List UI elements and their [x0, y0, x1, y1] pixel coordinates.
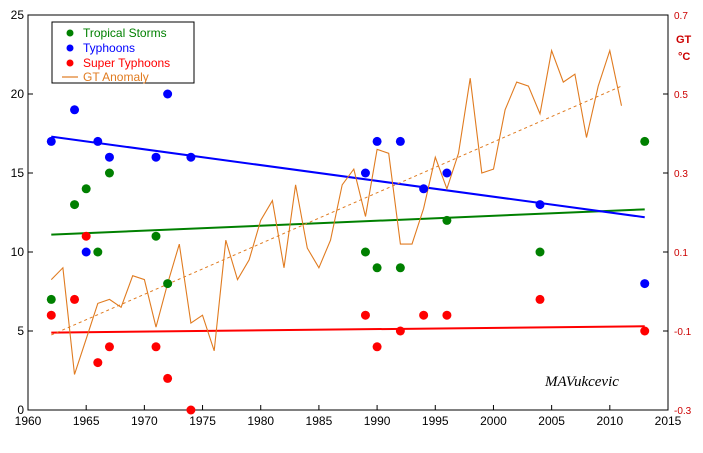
x-tick-label: 1965	[73, 414, 100, 428]
y-tick-label: 25	[11, 8, 25, 22]
data-point-super-typhoons	[81, 231, 91, 241]
data-point-super-typhoons	[372, 342, 382, 352]
data-point-typhoons	[640, 279, 650, 289]
data-point-tropical-storms	[93, 247, 103, 257]
y2-tick-label: -0.1	[674, 327, 692, 338]
legend-label-typhoons: Typhoons	[83, 41, 135, 55]
y-tick-label: 5	[17, 324, 24, 338]
y2-tick-label: 0.1	[674, 248, 688, 259]
data-point-tropical-storms	[46, 294, 56, 304]
x-tick-label: 2010	[596, 414, 623, 428]
scatter-points	[46, 89, 650, 415]
data-point-typhoons	[81, 247, 91, 257]
data-point-super-typhoons	[535, 294, 545, 304]
data-point-super-typhoons	[104, 342, 114, 352]
data-point-tropical-storms	[640, 136, 650, 146]
data-point-super-typhoons	[151, 342, 161, 352]
data-point-typhoons	[46, 136, 56, 146]
x-tick-label: 1995	[422, 414, 449, 428]
data-point-super-typhoons	[395, 326, 405, 336]
x-tick-label: 1980	[247, 414, 274, 428]
data-point-typhoons	[186, 152, 196, 162]
data-point-super-typhoons	[360, 310, 370, 320]
gt-anomaly-series	[50, 48, 623, 375]
y-tick-label: 10	[11, 245, 25, 259]
data-point-tropical-storms	[70, 200, 80, 210]
data-point-super-typhoons	[442, 310, 452, 320]
data-point-typhoons	[151, 152, 161, 162]
x-tick-label: 1975	[189, 414, 216, 428]
data-point-super-typhoons	[186, 405, 196, 415]
data-point-tropical-storms	[360, 247, 370, 257]
data-point-tropical-storms	[442, 215, 452, 225]
data-point-super-typhoons	[70, 294, 80, 304]
data-point-tropical-storms	[535, 247, 545, 257]
legend-label-anomaly: GT Anomaly	[83, 70, 149, 84]
legend-marker-tropical	[66, 29, 74, 37]
x-tick-label: 1960	[15, 414, 42, 428]
data-point-super-typhoons	[93, 358, 103, 368]
y2-axis-unit: °C	[678, 51, 690, 63]
trend-line-tropical-storms	[51, 208, 645, 236]
x-tick-label: 1990	[364, 414, 391, 428]
y-tick-label: 20	[11, 87, 25, 101]
data-point-super-typhoons	[46, 310, 56, 320]
x-tick-label: 1970	[131, 414, 158, 428]
data-point-super-typhoons	[163, 373, 173, 383]
legend-marker-super	[66, 59, 74, 67]
data-point-tropical-storms	[395, 263, 405, 273]
x-axis-ticks: 1960 1965 1970 1975 1980 1985 1990 1995 2000 2005…	[15, 405, 682, 428]
x-tick-label: 2005	[538, 414, 565, 428]
data-point-super-typhoons	[640, 326, 650, 336]
y2-tick-label: 0.5	[674, 90, 688, 101]
data-point-typhoons	[395, 136, 405, 146]
legend-label-tropical: Tropical Storms	[83, 26, 167, 40]
data-point-typhoons	[360, 168, 370, 178]
data-point-tropical-storms	[81, 184, 91, 194]
x-tick-label: 1985	[306, 414, 333, 428]
y2-tick-label: 0.3	[674, 169, 688, 180]
data-point-tropical-storms	[163, 279, 173, 289]
data-point-typhoons	[104, 152, 114, 162]
y2-tick-label: 0.7	[674, 11, 688, 22]
y2-axis-ticks: -0.3 -0.1 0.1 0.3 0.5 0.7	[663, 11, 692, 417]
x-tick-label: 2000	[480, 414, 507, 428]
legend-box	[51, 21, 195, 84]
series-line-gt-anomaly	[50, 48, 623, 375]
legend-label-super: Super Typhoons	[83, 56, 170, 70]
trend-line-super-typhoons	[51, 325, 645, 334]
trend-line-gt-anomaly	[51, 85, 622, 336]
data-point-typhoons	[442, 168, 452, 178]
y2-axis-label: GT	[676, 34, 692, 46]
data-point-tropical-storms	[104, 168, 114, 178]
data-point-typhoons	[535, 200, 545, 210]
author-signature: MAVukcevic	[544, 374, 619, 390]
data-point-typhoons	[93, 136, 103, 146]
data-point-typhoons	[70, 105, 80, 115]
data-point-super-typhoons	[419, 310, 429, 320]
y-axis-ticks: 0 5 10 15 20 25	[11, 8, 33, 417]
data-point-typhoons	[163, 89, 173, 99]
y-tick-label: 0	[17, 403, 24, 417]
data-point-tropical-storms	[372, 263, 382, 273]
x-tick-label: 2015	[655, 414, 682, 428]
data-point-typhoons	[419, 184, 429, 194]
y2-tick-label: -0.3	[674, 406, 692, 417]
legend-marker-typhoons	[66, 44, 74, 52]
data-point-typhoons	[372, 136, 382, 146]
y-tick-label: 15	[11, 166, 25, 180]
data-point-tropical-storms	[151, 231, 161, 241]
legend: Tropical Storms Typhoons Super Typhoons …	[51, 21, 195, 84]
